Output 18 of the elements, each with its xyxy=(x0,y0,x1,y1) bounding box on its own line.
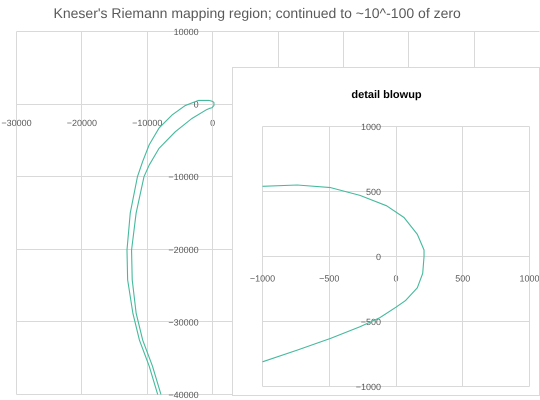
y-tick-label: −30000 xyxy=(168,317,199,328)
y-tick-label: 500 xyxy=(366,187,382,197)
x-tick-label: −1000 xyxy=(250,274,276,284)
x-tick-label: −20000 xyxy=(66,118,98,128)
x-tick-label: −30000 xyxy=(1,118,32,128)
y-tick-label: −1000 xyxy=(356,382,382,392)
y-tick-label: −40000 xyxy=(168,390,199,400)
x-tick-label: −500 xyxy=(319,274,340,284)
chart-title: Kneser's Riemann mapping region; continued to ~10^-100 of zero xyxy=(54,5,462,21)
x-tick-label: −10000 xyxy=(132,118,162,128)
y-tick-label: −10000 xyxy=(168,172,199,182)
y-tick-label: 0 xyxy=(194,100,199,110)
y-tick-label: 0 xyxy=(376,252,382,262)
y-tick-label: 10000 xyxy=(174,27,199,37)
y-tick-label: −20000 xyxy=(168,244,199,255)
x-tick-label: 500 xyxy=(455,274,470,284)
x-tick-label: 1000 xyxy=(519,274,540,284)
chart-title: detail blowup xyxy=(351,89,422,101)
